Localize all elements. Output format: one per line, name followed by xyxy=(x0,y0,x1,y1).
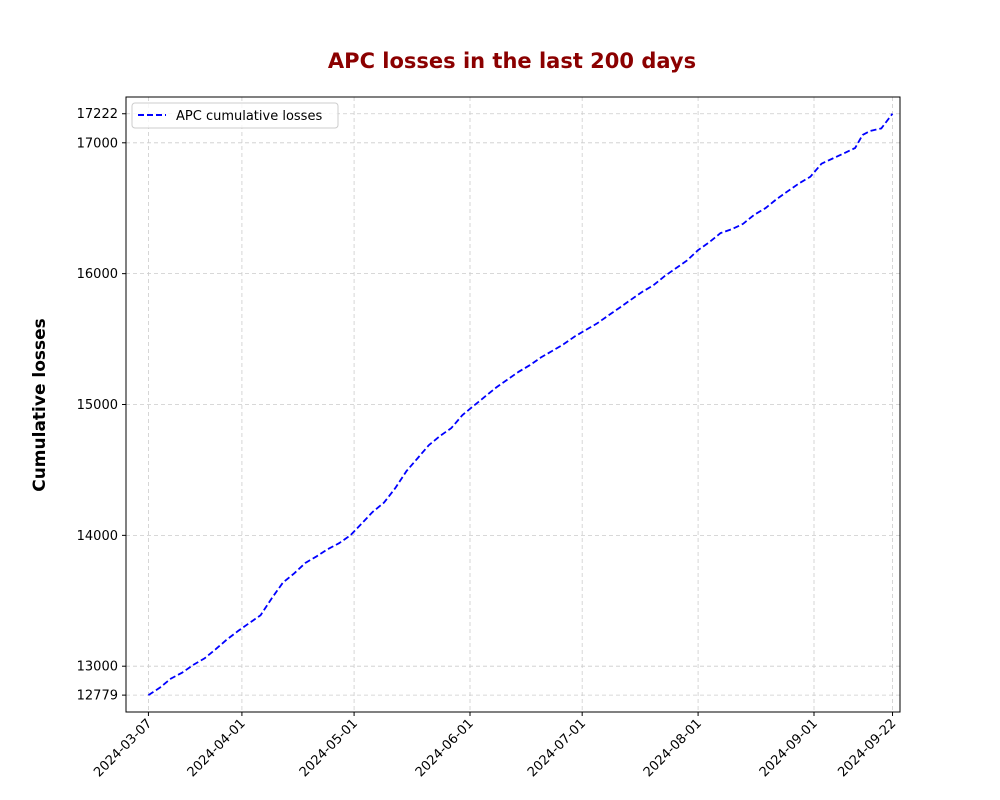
grid-lines xyxy=(126,97,900,712)
y-tick-label: 13000 xyxy=(77,660,118,675)
y-tick-label: 17000 xyxy=(77,136,118,151)
x-tick-label: 2024-06-01 xyxy=(413,716,477,780)
series-line-apc-cumulative-losses xyxy=(147,113,894,696)
axes: 12779 13000 14000 15000 16000 17000 17222 2024-… xyxy=(77,107,900,780)
legend-entry-label: APC cumulative losses xyxy=(176,109,322,124)
y-tick-label: 16000 xyxy=(77,267,118,282)
y-axis-label: Cumulative losses xyxy=(30,318,50,492)
chart-title: APC losses in the last 200 days xyxy=(328,49,696,73)
x-tick-label: 2024-07-01 xyxy=(525,716,589,780)
x-tick-label: 2024-05-01 xyxy=(297,716,361,780)
y-tick-label: 17222 xyxy=(77,107,118,122)
series-layer xyxy=(147,113,894,696)
y-tick-label: 12779 xyxy=(77,689,118,704)
x-tick-label: 2024-09-22 xyxy=(835,716,899,780)
x-tick-label: 2024-04-01 xyxy=(185,716,249,780)
x-tick-label: 2024-08-01 xyxy=(641,716,705,780)
legend: APC cumulative losses xyxy=(131,102,339,129)
legend-box xyxy=(131,102,339,129)
x-tick-label: 2024-09-01 xyxy=(757,716,821,780)
y-tick-label: 15000 xyxy=(77,398,118,413)
x-tick-label: 2024-03-07 xyxy=(91,716,155,780)
y-tick-label: 14000 xyxy=(77,529,118,544)
